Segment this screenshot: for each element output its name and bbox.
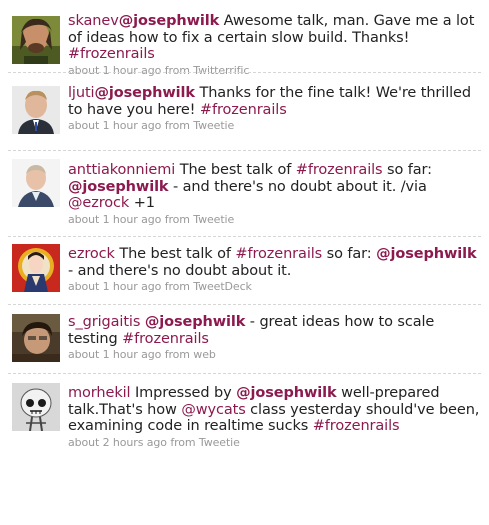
tweet-text: - great ideas how to scale testing	[68, 314, 435, 347]
tweet-body: skanev@josephwilk Awesome talk, man. Gav…	[68, 13, 481, 78]
tweet-text: The best talk of	[175, 162, 296, 178]
tweet-item: ljuti@josephwilk Thanks for the fine tal…	[8, 80, 481, 146]
avatar-anttiakonniemi-icon	[12, 159, 60, 207]
tweet-source[interactable]: Tweetie	[198, 435, 240, 449]
tweet-text: - and there's no doubt about it.	[68, 262, 292, 279]
mention-link[interactable]: @josephwilk	[118, 13, 220, 29]
mention-link[interactable]: @josephwilk	[236, 385, 337, 401]
tweet-timestamp[interactable]: about 2 hours ago	[68, 435, 167, 449]
tweet-divider	[8, 72, 481, 73]
mention-link[interactable]: @josephwilk	[144, 314, 246, 330]
tweet-meta: about 1 hour ago from TweetDeck	[68, 279, 481, 294]
mention-link[interactable]: @josephwilk	[94, 85, 195, 101]
tweet-username-link[interactable]: s_grigaitis	[68, 314, 141, 330]
tweet-timestamp[interactable]: about 1 hour ago	[68, 63, 162, 77]
tweet-text: well-prepared talk.That's how	[68, 385, 440, 418]
tweet-meta: about 2 hours ago from Tweetie	[68, 435, 481, 450]
mention-link[interactable]: @ezrock	[68, 195, 130, 211]
mention-link[interactable]: @wycats	[181, 401, 246, 418]
tweet-timestamp[interactable]: about 1 hour ago	[68, 348, 162, 361]
tweet-item: morhekil Impressed by @josephwilk well-p…	[8, 381, 481, 451]
avatar[interactable]	[12, 159, 60, 207]
avatar[interactable]	[12, 16, 60, 64]
avatar-ljuti-icon	[12, 86, 60, 134]
tweet-body: ezrock The best talk of #frozenrails so …	[68, 246, 481, 294]
tweet-body: anttiakonniemi The best talk of #frozenr…	[68, 162, 481, 227]
tweet-username-link[interactable]: skanev	[68, 13, 119, 29]
tweet-text: class yesterday should've been, examinin…	[68, 401, 480, 435]
tweet-text: Impressed by	[130, 385, 237, 401]
tweet-item: s_grigaitis @josephwilk - great ideas ho…	[8, 310, 481, 372]
hashtag-link[interactable]: #frozenrails	[122, 330, 209, 347]
tweet-body: ljuti@josephwilk Thanks for the fine tal…	[68, 85, 481, 133]
tweet-text: so far:	[382, 162, 432, 178]
tweet-source[interactable]: Tweetie	[193, 212, 235, 226]
tweet-divider	[8, 236, 481, 237]
hashtag-link[interactable]: #frozenrails	[199, 101, 287, 118]
tweet-from-label: from	[164, 280, 190, 293]
mention-link[interactable]: @josephwilk	[376, 246, 477, 262]
tweet-source[interactable]: TweetDeck	[193, 280, 252, 293]
tweet-divider	[8, 304, 481, 305]
tweet-item: anttiakonniemi The best talk of #frozenr…	[8, 157, 481, 233]
tweet-text: - and there's no doubt about it. /via	[168, 178, 427, 195]
tweet-meta: about 1 hour ago from web	[68, 347, 481, 362]
tweet-from-label: from	[164, 119, 190, 132]
tweet-username-link[interactable]: ezrock	[68, 246, 115, 262]
tweet-from-label: from	[164, 348, 190, 361]
avatar-morhekil-icon	[12, 383, 60, 431]
tweet-timestamp[interactable]: about 1 hour ago	[68, 280, 162, 293]
tweet-body: morhekil Impressed by @josephwilk well-p…	[68, 385, 481, 450]
tweet-timestamp[interactable]: about 1 hour ago	[68, 212, 162, 226]
tweet-source[interactable]: Tweetie	[193, 119, 235, 132]
tweet-username-link[interactable]: ljuti	[68, 85, 95, 101]
tweet-source[interactable]: Twitterrific	[193, 63, 250, 77]
avatar-s-grigaitis-icon	[12, 314, 60, 362]
avatar[interactable]	[12, 314, 60, 362]
tweet-item: skanev@josephwilk Awesome talk, man. Gav…	[8, 6, 481, 77]
tweet-meta: about 1 hour ago from Tweetie	[68, 212, 481, 227]
tweet-text: Thanks for the fine talk! We're thrilled…	[68, 85, 471, 118]
tweet-meta: about 1 hour ago from Tweetie	[68, 118, 481, 133]
tweet-from-label: from	[170, 435, 196, 449]
tweet-from-label: from	[164, 63, 190, 77]
mention-link[interactable]: @josephwilk	[68, 178, 169, 195]
tweet-item: ezrock The best talk of #frozenrails so …	[8, 242, 481, 304]
tweet-text: +1	[129, 195, 155, 211]
hashtag-link[interactable]: #frozenrails	[295, 162, 383, 178]
tweet-divider	[8, 373, 481, 374]
tweet-username-link[interactable]: morhekil	[68, 385, 131, 401]
avatar-ezrock-icon	[12, 244, 60, 292]
tweet-from-label: from	[164, 212, 190, 226]
tweet-text: Awesome talk, man. Gave me a lot of idea…	[68, 13, 475, 46]
hashtag-link[interactable]: #frozenrails	[235, 246, 323, 262]
hashtag-link[interactable]: #frozenrails	[68, 46, 155, 62]
tweet-text: The best talk of	[114, 246, 236, 262]
avatar[interactable]	[12, 86, 60, 134]
avatar[interactable]	[12, 383, 60, 431]
tweet-divider	[8, 150, 481, 151]
tweet-text: so far:	[322, 246, 377, 262]
tweet-body: s_grigaitis @josephwilk - great ideas ho…	[68, 314, 481, 362]
avatar[interactable]	[12, 244, 60, 292]
tweet-source[interactable]: web	[193, 348, 216, 361]
tweet-username-link[interactable]: anttiakonniemi	[68, 162, 176, 178]
hashtag-link[interactable]: #frozenrails	[312, 418, 400, 434]
tweet-timestamp[interactable]: about 1 hour ago	[68, 119, 162, 132]
avatar-skanev-icon	[12, 16, 60, 64]
tweet-meta: about 1 hour ago from Twitterrific	[68, 63, 481, 78]
